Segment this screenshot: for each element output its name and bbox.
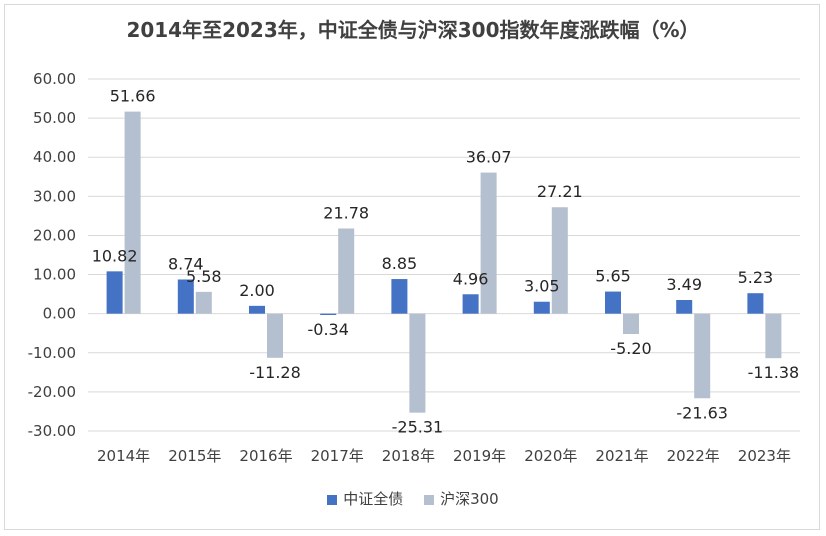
y-tick-label: -10.00 [28,344,76,362]
y-axis: 60.00 50.00 40.00 30.00 20.00 10.00 0.00 -10.00… [28,70,76,440]
bar-hs300 [765,313,782,359]
x-axis: 2014年 2015年 2016年 2017年 2018年 2019年 2020年 2021年… [97,447,791,465]
bar-bond [533,301,550,314]
bars [106,111,782,413]
y-tick-label: 60.00 [33,70,76,88]
x-tick-label: 2017年 [311,447,364,465]
bar-bond [747,293,764,314]
x-tick-label: 2019年 [453,447,506,465]
y-tick-label: 10.00 [33,266,76,284]
bar-bond [391,279,408,314]
legend-swatch [327,494,338,505]
bar-hs300 [409,313,426,413]
data-label: 2.00 [239,281,275,300]
data-label: 10.82 [92,246,138,265]
y-tick-label: 50.00 [33,109,76,127]
data-label: -25.31 [392,418,444,437]
x-tick-label: 2014年 [97,447,150,465]
y-tick-label: -20.00 [28,383,76,401]
data-label: 4.96 [453,269,489,288]
data-label: -0.34 [307,320,348,339]
bar-hs300 [267,313,283,358]
legend-item-hs300: 沪深300 [424,488,499,509]
data-label: 8.74 [168,254,204,273]
data-label: 5.23 [738,268,774,287]
data-labels: 10.82 51.66 8.745.58 2.00 -11.28 -0.34 21.78 8.… [92,87,799,437]
legend-label: 中证全债 [343,490,404,508]
data-label: 27.21 [537,182,583,201]
data-label: -11.38 [748,363,800,382]
data-label: 3.05 [524,277,560,296]
bar-hs300 [338,228,355,314]
data-label: 36.07 [466,148,512,167]
bar-bond [462,294,479,314]
y-tick-label: 20.00 [33,226,76,244]
bar-hs300 [195,291,212,314]
x-tick-label: 2020年 [524,447,577,465]
bar-bond [106,271,123,314]
x-tick-label: 2022年 [667,447,720,465]
chart-title: 2014年至2023年，中证全债与沪深300指数年度涨跌幅（%） [126,18,700,42]
data-label: 5.58 [186,267,222,286]
data-label: 8.85 [382,254,418,273]
legend-swatch [424,494,435,505]
y-tick-label: 30.00 [33,187,76,205]
y-tick-label: 40.00 [33,148,76,166]
bar-hs300 [480,172,497,314]
data-label: -11.28 [249,363,301,382]
y-tick-label: -30.00 [28,422,76,440]
x-tick-label: 2015年 [168,447,221,465]
data-label: 3.49 [666,275,702,294]
data-label: 21.78 [323,203,369,222]
bar-hs300 [694,313,711,399]
data-label: 5.65 [595,267,631,286]
data-label: 51.66 [110,87,156,106]
y-tick-label: 0.00 [43,305,76,323]
bar-bond [605,291,621,314]
bar-bond [676,300,693,314]
bar-hs300 [551,207,568,314]
legend-label: 沪深300 [440,490,499,508]
bar-hs300 [124,111,141,314]
bar-bond [320,313,337,315]
bar-bond [177,279,194,314]
x-tick-label: 2021年 [595,447,648,465]
legend-item-bond: 中证全债 [327,488,403,509]
legend: 中证全债 沪深300 [0,488,826,509]
x-tick-label: 2023年 [738,447,791,465]
bar-hs300 [623,313,639,335]
data-label: -5.20 [610,339,651,358]
x-tick-label: 2016年 [239,447,292,465]
bar-bond [249,305,265,314]
x-tick-label: 2018年 [382,447,435,465]
data-label: -21.63 [676,403,728,422]
